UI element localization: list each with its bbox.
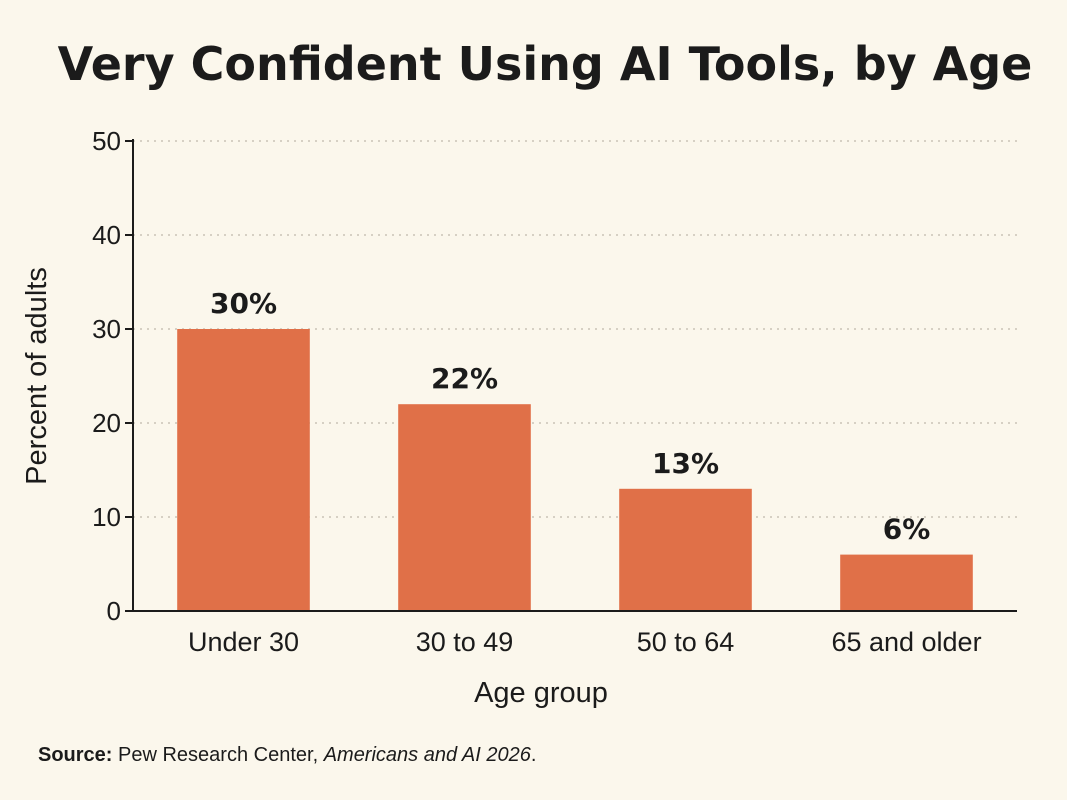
source-publication: Americans and AI 2026	[323, 744, 531, 766]
x-category-label: 30 to 49	[416, 627, 514, 657]
source-text: Pew Research Center,	[112, 744, 324, 766]
x-category-labels: Under 30 30 to 49 50 to 64 65 and older	[188, 627, 982, 657]
y-axis-title: Percent of adults	[21, 267, 53, 485]
bar	[840, 554, 973, 611]
x-axis-title: Age group	[474, 677, 608, 709]
data-label: 22%	[431, 362, 498, 395]
y-tick-label: 20	[92, 408, 121, 438]
bars	[177, 329, 973, 611]
y-tick-label: 40	[92, 220, 121, 250]
x-category-label: Under 30	[188, 627, 299, 657]
y-tick-label: 30	[92, 314, 121, 344]
source-end: .	[530, 744, 537, 766]
x-category-label: 50 to 64	[637, 627, 735, 657]
y-tick-label: 50	[92, 126, 121, 156]
data-label: 30%	[210, 287, 277, 320]
x-category-label: 65 and older	[831, 627, 981, 657]
y-tick-labels: 0 10 20 30 40 50	[92, 126, 121, 626]
bar	[398, 404, 531, 611]
axes	[125, 139, 1017, 612]
bar	[619, 488, 752, 611]
data-label: 13%	[652, 447, 719, 480]
data-labels: 30% 22% 13% 6%	[210, 287, 930, 546]
source-key: Source:	[38, 744, 113, 766]
data-label: 6%	[883, 513, 931, 546]
bar	[177, 329, 310, 611]
source-note: Source: Pew Research Center, Americans a…	[38, 744, 536, 767]
y-tick-label: 10	[92, 502, 121, 532]
chart-title: Very Confident Using AI Tools, by Age	[58, 37, 1033, 91]
y-tick-label: 0	[107, 596, 121, 626]
